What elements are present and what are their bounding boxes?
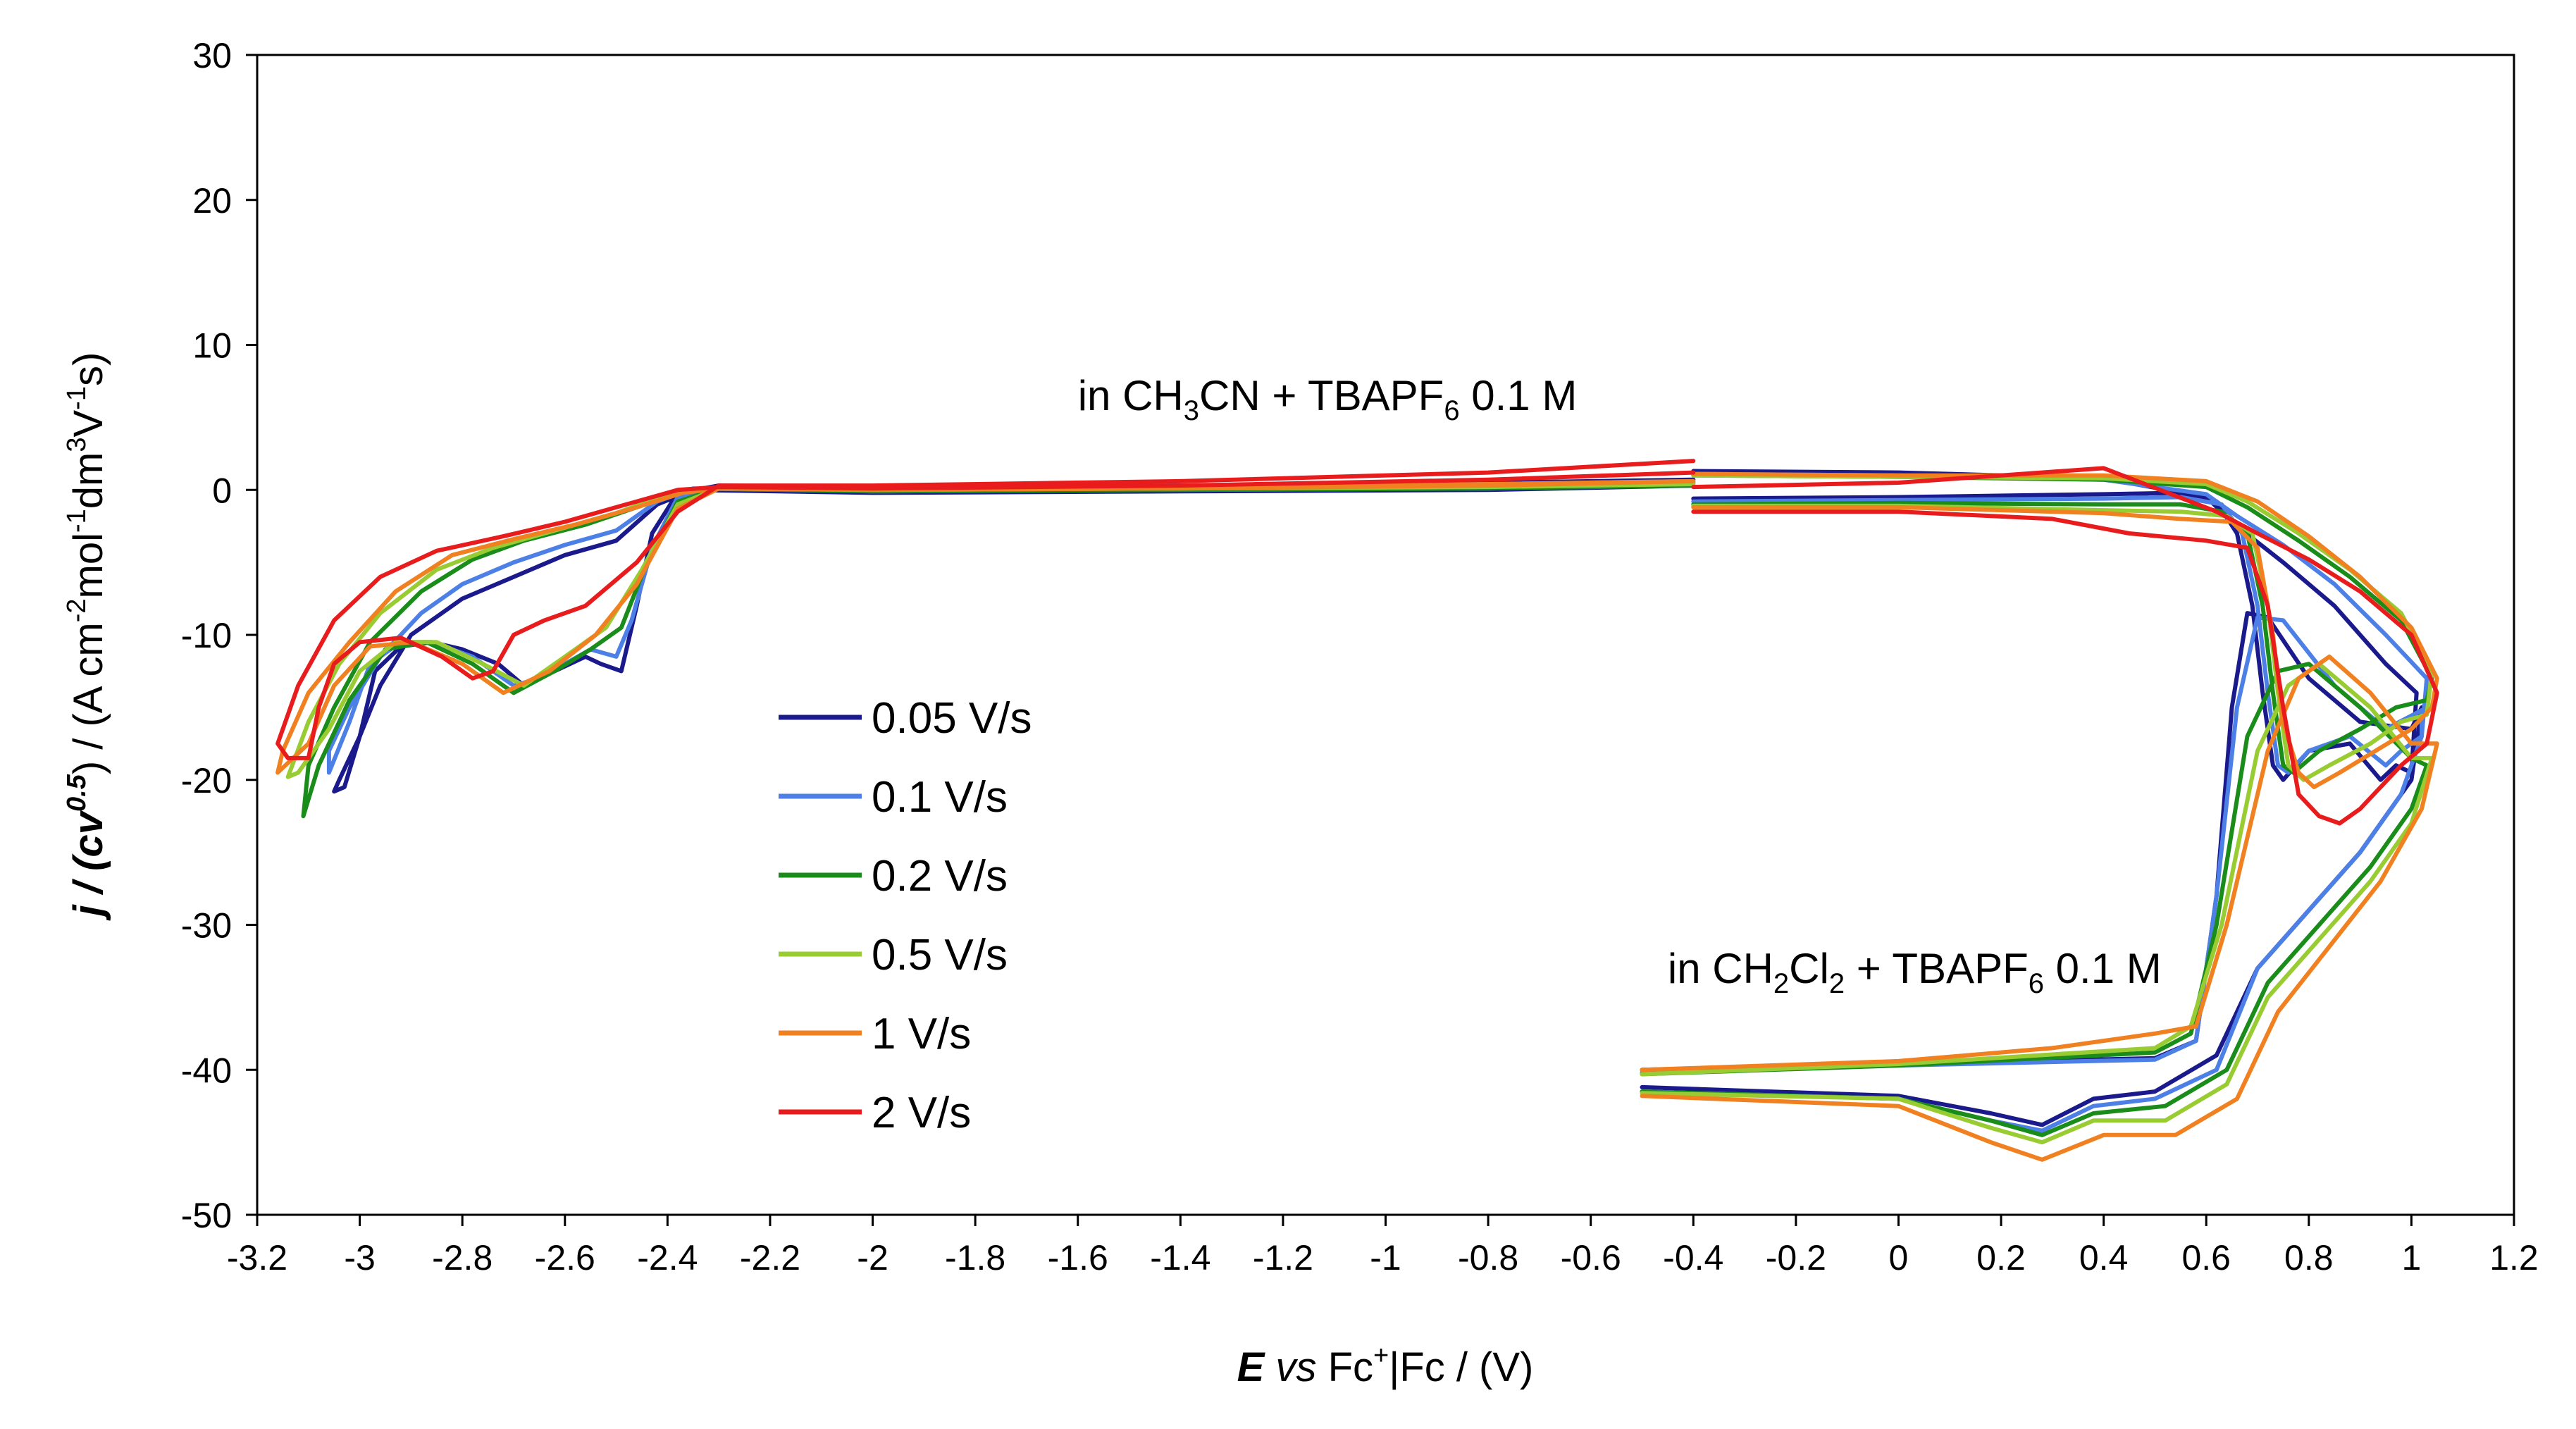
y-tick-label: -10 xyxy=(181,616,232,655)
annotation-text: in CH xyxy=(1668,945,1773,992)
legend-label: 1 V/s xyxy=(872,1010,971,1058)
legend-label: 0.5 V/s xyxy=(872,931,1008,979)
series-2-v-s-acn-pos-line xyxy=(1691,466,2439,826)
x-axis-symbol: E xyxy=(1237,1344,1266,1390)
x-axis-label: E vs Fc+|Fc / (V) xyxy=(1237,1341,1534,1390)
x-tick-label: -2.2 xyxy=(740,1238,800,1278)
x-tick-label: 0.8 xyxy=(2284,1238,2334,1278)
x-axis-ref-sup: + xyxy=(1373,1341,1389,1371)
x-tick-label: -0.2 xyxy=(1766,1238,1826,1278)
y-axis-rest: ) / (A cm xyxy=(66,622,111,774)
x-tick-label: 1.2 xyxy=(2489,1238,2539,1278)
x-axis-ref: Fc xyxy=(1328,1344,1373,1390)
x-tick-label: -2.6 xyxy=(535,1238,595,1278)
y-axis-exp2: -1 xyxy=(62,509,92,533)
y-tick-label: -50 xyxy=(181,1196,232,1235)
series-0-1-v-s-dcm-line xyxy=(1640,615,2424,1133)
y-axis-exp3: 3 xyxy=(62,438,92,452)
y-tick-label: -30 xyxy=(181,906,232,946)
x-tick-label: -3 xyxy=(344,1238,375,1278)
voltammogram-curves xyxy=(275,459,2439,1162)
x-tick-label: -1.2 xyxy=(1253,1238,1313,1278)
x-axis-vs: vs xyxy=(1275,1344,1316,1390)
x-tick-label: 1 xyxy=(2402,1238,2422,1278)
x-tick-label: 0.2 xyxy=(1976,1238,2026,1278)
series-0-5-v-s-acn-pos-line xyxy=(1691,473,2434,782)
legend-label: 0.1 V/s xyxy=(872,773,1008,822)
x-tick-label: -1.4 xyxy=(1150,1238,1210,1278)
y-tick-label: -40 xyxy=(181,1051,232,1090)
legend-label: 0.05 V/s xyxy=(872,694,1032,743)
x-tick-label: -1.6 xyxy=(1048,1238,1108,1278)
x-tick-label: 0.4 xyxy=(2079,1238,2129,1278)
x-axis-ref-rest: |Fc / (V) xyxy=(1389,1344,1533,1390)
subscript: 6 xyxy=(2029,968,2044,999)
annotation-text: 0.1 M xyxy=(1460,372,1578,419)
y-tick-label: 10 xyxy=(192,326,232,366)
x-tick-label: 0 xyxy=(1889,1238,1909,1278)
x-tick-label: -1 xyxy=(1370,1238,1401,1278)
y-axis-end: s) xyxy=(66,352,111,386)
y-axis-v: V xyxy=(66,410,111,438)
y-tick-label: -20 xyxy=(181,761,232,800)
annotation-text: 0.1 M xyxy=(2044,945,2162,992)
y-axis-cv: cv xyxy=(66,810,111,857)
y-tick-label: 20 xyxy=(192,181,232,221)
y-axis-label: j / (cv0.5) / (A cm-2mol-1dm3V-1s) xyxy=(62,352,111,922)
series-1-v-s-dcm-line xyxy=(1640,654,2439,1162)
subscript: 2 xyxy=(1829,968,1845,999)
series-0-1-v-s-acn-pos-line xyxy=(1691,471,2429,775)
dichloromethane-label: in CH2Cl2 + TBAPF6 0.1 M xyxy=(1668,945,2162,999)
y-axis-mid: / ( xyxy=(66,853,111,905)
legend-label: 0.2 V/s xyxy=(872,852,1008,901)
series-1-v-s-acn-pos-line xyxy=(1691,471,2439,789)
x-tick-label: -2.8 xyxy=(432,1238,493,1278)
legend-label: 2 V/s xyxy=(872,1089,971,1137)
subscript: 3 xyxy=(1184,395,1199,426)
y-axis-exp1: -2 xyxy=(62,598,92,622)
x-tick-label: -3.2 xyxy=(227,1238,287,1278)
y-tick-label: 0 xyxy=(212,471,232,510)
x-tick-label: -2 xyxy=(857,1238,888,1278)
x-tick-label: 0.6 xyxy=(2181,1238,2231,1278)
x-tick-label: -2.4 xyxy=(637,1238,698,1278)
x-tick-label: -0.6 xyxy=(1561,1238,1621,1278)
y-axis-mol: mol xyxy=(66,533,111,598)
subscript: 6 xyxy=(1444,395,1459,426)
annotation-text: + TBAPF xyxy=(1845,945,2029,992)
y-axis-symbol: j xyxy=(66,903,111,921)
x-tick-label: -0.8 xyxy=(1458,1238,1518,1278)
x-axis-ticks: -3.2 -3 -2.8 -2.6 -2.4 -2.2 -2 -1.8 -1.6 -1.4 -1.2… xyxy=(227,1215,2539,1278)
chart-annotations: in CH3CN + TBAPF6 0.1 Min CH2Cl2 + TBAPF… xyxy=(1078,372,2162,999)
legend: 0.05 V/s 0.1 V/s 0.2 V/s 0.5 V/s 1 V/s 2 V/s xyxy=(779,694,1032,1137)
plot-area xyxy=(256,54,2515,1216)
annotation-text: CN + TBAPF xyxy=(1199,372,1444,419)
annotation-text: in CH xyxy=(1078,372,1184,419)
subscript: 2 xyxy=(1773,968,1789,999)
series-0-5-v-s-dcm-line xyxy=(1640,662,2434,1145)
series-0-05-v-s-acn-neg-line xyxy=(332,477,1696,794)
y-tick-label: 30 xyxy=(192,36,232,75)
x-tick-label: -0.4 xyxy=(1663,1238,1723,1278)
annotation-text: Cl xyxy=(1789,945,1829,992)
y-axis-exp4: -1 xyxy=(62,386,92,410)
acetonitrile-label: in CH3CN + TBAPF6 0.1 M xyxy=(1078,372,1578,426)
series-2-v-s-acn-neg-line xyxy=(275,459,1696,760)
x-tick-label: -1.8 xyxy=(945,1238,1005,1278)
y-axis-ticks: -50 -40 -30 -20 -10 0 10 20 30 xyxy=(181,36,257,1235)
y-axis-cv-sup: 0.5 xyxy=(62,774,92,812)
y-axis-dm: dm xyxy=(66,452,111,509)
